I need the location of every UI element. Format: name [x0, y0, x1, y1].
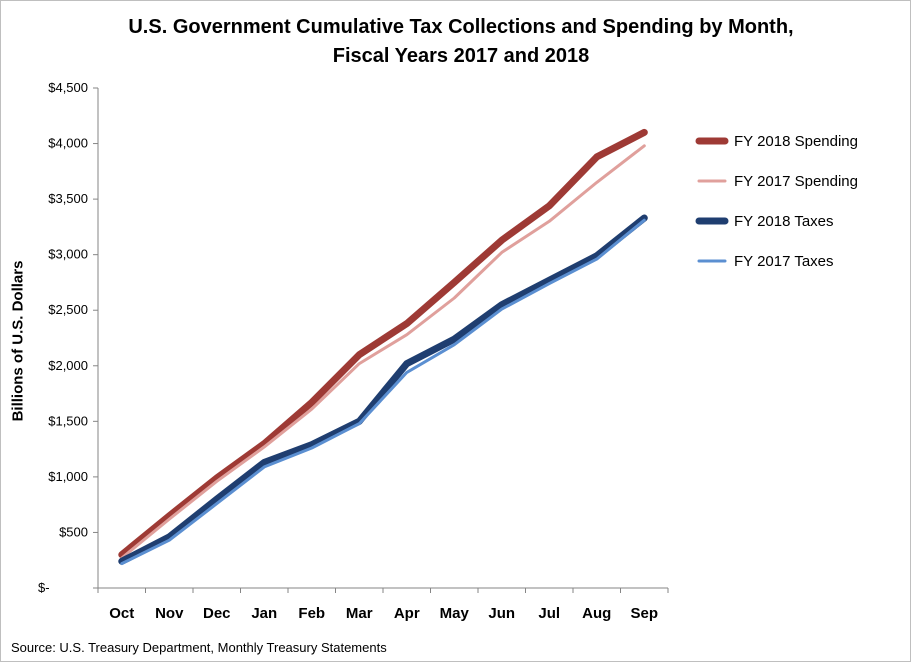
- x-tick-label: Jan: [251, 605, 277, 622]
- y-tick-label: $-: [38, 580, 50, 595]
- x-tick-label: Dec: [203, 605, 231, 622]
- x-tick-label: Nov: [155, 605, 184, 622]
- x-tick-label: Aug: [582, 605, 611, 622]
- y-tick-label: $1,500: [48, 413, 88, 428]
- legend-label: FY 2017 Taxes: [734, 253, 834, 270]
- chart-title-line-2: Fiscal Years 2017 and 2018: [332, 45, 590, 67]
- y-tick-label: $4,000: [48, 136, 88, 151]
- x-tick-label: Mar: [346, 605, 373, 622]
- x-tick-label: Sep: [630, 605, 658, 622]
- legend: FY 2018 Spending FY 2017 Spending FY 2018 …: [695, 133, 858, 270]
- chart-title-line-1: U.S. Government Cumulative Tax Collectio…: [128, 16, 794, 38]
- y-tick-label: $2,000: [48, 358, 88, 373]
- series-line-3: [118, 214, 648, 565]
- legend-label: FY 2017 Spending: [734, 173, 858, 190]
- y-tick-label: $500: [59, 524, 88, 539]
- source-note: Source: U.S. Treasury Department, Monthl…: [11, 640, 387, 655]
- y-tick-label: $4,500: [48, 80, 88, 95]
- series-line-4: [120, 218, 646, 566]
- y-tick-label: $3,500: [48, 191, 88, 206]
- axes: $- $500 $1,000 $1,500 $2,000 $2,500 $3,000 $3,5…: [38, 80, 669, 622]
- series-lines: [118, 128, 648, 566]
- x-tick-label: Feb: [298, 605, 325, 622]
- y-tick-label: $1,000: [48, 469, 88, 484]
- series-line-2: [120, 144, 646, 560]
- y-tick-label: $2,500: [48, 302, 88, 317]
- x-tick-label: Apr: [394, 605, 420, 622]
- series-line-1: [118, 128, 648, 559]
- x-tick-label: May: [440, 605, 470, 622]
- legend-label: FY 2018 Taxes: [734, 213, 834, 230]
- chart-title: U.S. Government Cumulative Tax Collectio…: [61, 13, 861, 71]
- x-tick-label: Jun: [488, 605, 515, 622]
- x-tick-label: Jul: [538, 605, 560, 622]
- x-tick-label: Oct: [109, 605, 134, 622]
- legend-label: FY 2018 Spending: [734, 133, 858, 150]
- y-tick-label: $3,000: [48, 247, 88, 262]
